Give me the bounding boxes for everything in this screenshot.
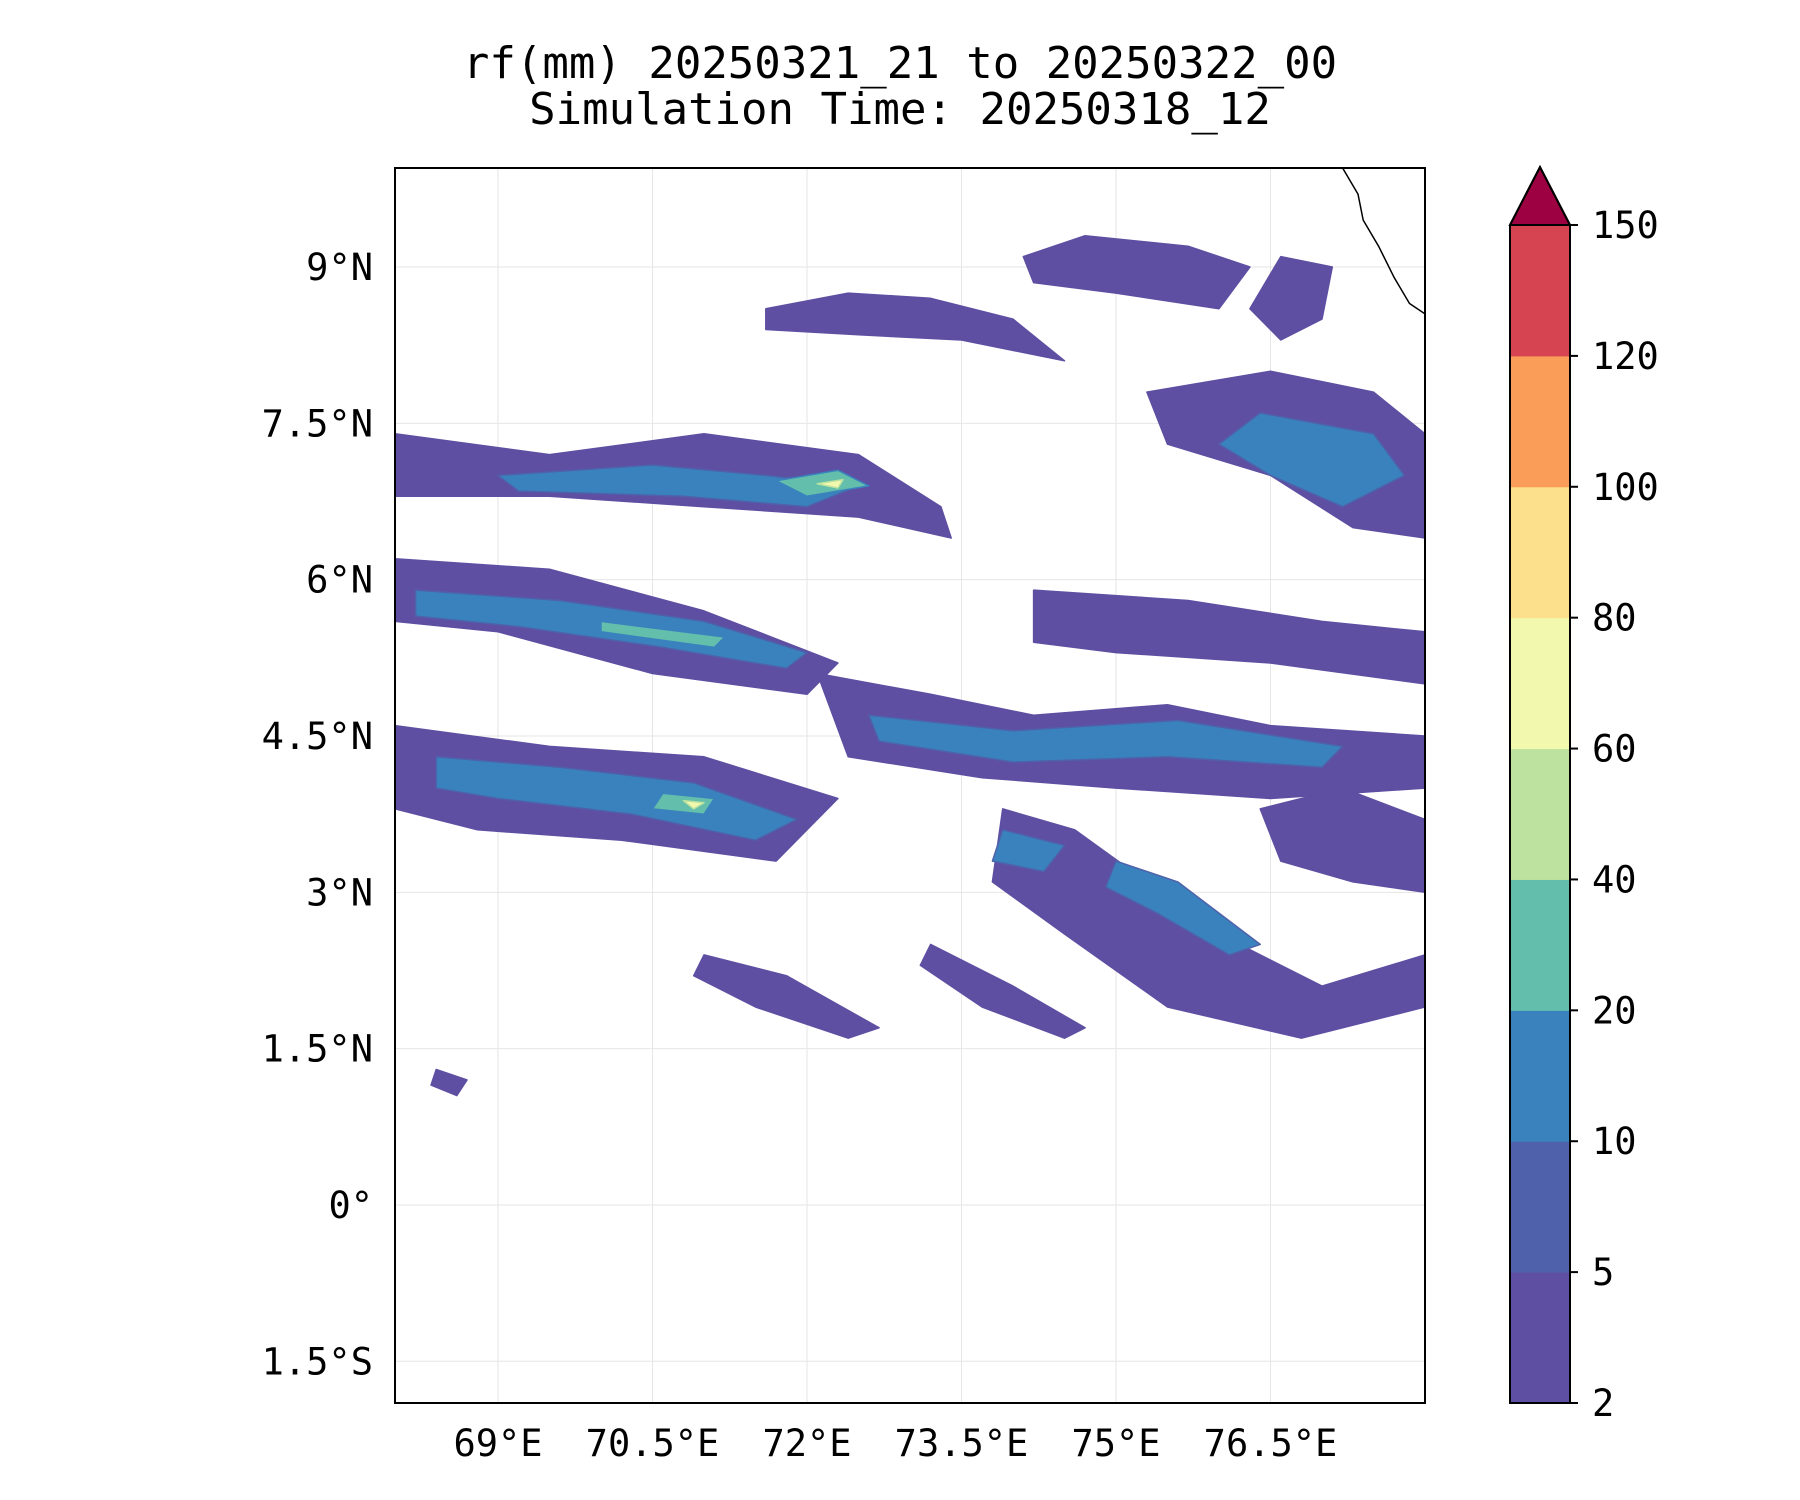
colorbar-segment (1510, 355, 1570, 488)
colorbar-segment (1510, 1141, 1570, 1273)
title-line-2: Simulation Time: 20250318_12 (529, 84, 1271, 135)
latitude-ticks: 9°N 7.5°N 6°N 4.5°N 3°N 1.5°N 0° 1.5°S (262, 246, 373, 1383)
rain-region (682, 799, 705, 810)
colorbar-tick-label: 40 (1592, 858, 1637, 901)
lon-tick-label: 73.5°E (895, 1422, 1029, 1465)
rain-region (1259, 787, 1425, 894)
rain-region (1032, 589, 1425, 685)
rain-region (600, 620, 726, 649)
lat-tick-label: 1.5°S (262, 1340, 373, 1383)
colorbar-segment (1510, 879, 1570, 1011)
colorbar-tick-label: 100 (1592, 466, 1659, 509)
title-line-1: rf(mm) 20250321_21 to 20250322_00 (462, 38, 1338, 89)
lon-tick-label: 70.5°E (586, 1422, 720, 1465)
colorbar-segment (1510, 1010, 1570, 1142)
lat-tick-label: 7.5°N (262, 402, 373, 445)
colorbar-extend-arrow (1508, 164, 1572, 226)
coastline (1341, 168, 1425, 315)
colorbar-tick-label: 60 (1592, 728, 1637, 771)
colorbar-tick-label: 120 (1592, 335, 1659, 378)
rainfall-contours (395, 234, 1425, 1097)
colorbar-segment (1510, 1272, 1570, 1404)
rain-region (692, 954, 880, 1039)
lon-tick-label: 75°E (1071, 1422, 1160, 1465)
rain-region (1104, 860, 1261, 956)
lat-tick-label: 6°N (306, 559, 373, 602)
lon-tick-label: 76.5°E (1204, 1422, 1338, 1465)
rain-region (497, 464, 860, 508)
rain-region (919, 943, 1086, 1039)
rain-region (1218, 412, 1406, 508)
colorbar-segment (1510, 486, 1570, 619)
colorbar-segment (1510, 225, 1570, 357)
colorbar-segment (1510, 748, 1570, 880)
lat-tick-label: 9°N (306, 246, 373, 289)
colorbar-tick-label: 150 (1592, 204, 1659, 247)
lat-tick-label: 0° (328, 1184, 373, 1227)
colorbar-tick-label: 80 (1592, 597, 1637, 640)
lat-tick-label: 3°N (306, 871, 373, 914)
rain-region (765, 292, 1066, 362)
colorbar-tick-label: 20 (1592, 989, 1637, 1032)
colorbar-tick-label: 5 (1592, 1251, 1614, 1294)
map-frame (394, 167, 1426, 1404)
colorbar-segment (1510, 617, 1570, 750)
colorbar-tick-label: 10 (1592, 1120, 1637, 1163)
colorbar-outline (1509, 164, 1571, 1404)
rain-region (1249, 255, 1334, 341)
rain-region (1022, 234, 1251, 310)
coastline-india (1341, 168, 1425, 315)
colorbar: 2 5 10 20 40 60 80 100 120 150 (1508, 164, 1659, 1425)
lat-tick-label: 4.5°N (262, 715, 373, 758)
lon-tick-label: 69°E (453, 1422, 542, 1465)
rain-region (991, 829, 1066, 873)
rain-region (868, 714, 1344, 769)
rain-region (435, 756, 798, 841)
lon-tick-label: 72°E (762, 1422, 851, 1465)
colorbar-tick-label: 2 (1592, 1382, 1614, 1425)
rain-region (816, 478, 844, 489)
rain-region (430, 1068, 468, 1097)
lat-tick-label: 1.5°N (262, 1028, 373, 1071)
rain-region (651, 792, 716, 815)
longitude-ticks: 69°E 70.5°E 72°E 73.5°E 75°E 76.5°E (453, 1422, 1337, 1465)
